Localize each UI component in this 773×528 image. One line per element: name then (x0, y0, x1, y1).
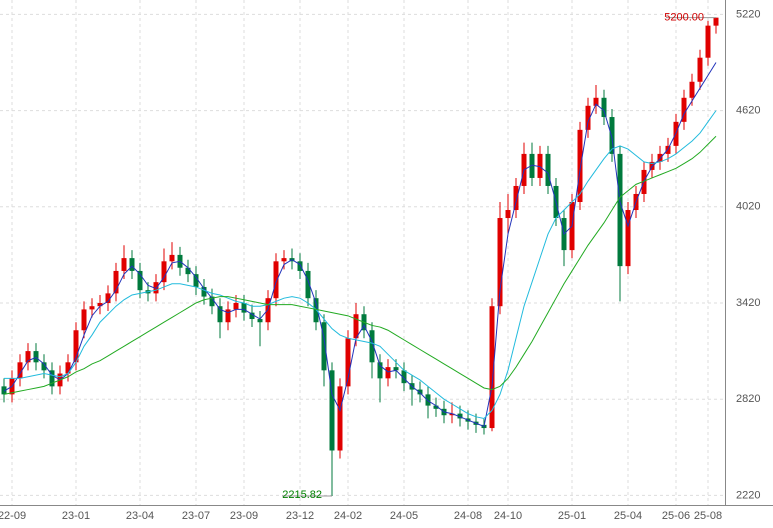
candle-body (657, 153, 663, 162)
candle-body (585, 105, 591, 130)
candle-body (369, 330, 375, 363)
candle-body (593, 97, 599, 106)
x-tick-label: 25-04 (614, 510, 642, 522)
x-tick-label: 23-01 (62, 510, 90, 522)
y-tick-label: 5220 (736, 8, 760, 20)
candle-body (169, 254, 175, 262)
candle-body (161, 261, 167, 283)
y-tick-label: 4620 (736, 105, 760, 117)
candle-body (33, 351, 39, 363)
candle-body (97, 303, 103, 307)
candle-body (489, 306, 495, 429)
candle-body (577, 129, 583, 202)
max-label: 5200.00 (664, 12, 704, 24)
candle-body (105, 293, 111, 303)
candle-body (665, 145, 671, 154)
candle-body (193, 274, 199, 287)
moving-average-line (3, 62, 717, 428)
x-tick-label: 23-09 (230, 510, 258, 522)
x-tick-label: 25-08 (694, 510, 722, 522)
x-tick-label: 24-08 (454, 510, 482, 522)
candle-body (305, 270, 311, 299)
candle-body (321, 322, 327, 371)
x-tick-label: 23-04 (126, 510, 154, 522)
candle-body (81, 309, 87, 331)
candle-body (49, 370, 55, 387)
candle-body (217, 306, 223, 323)
candle-body (545, 153, 551, 186)
candle-body (625, 210, 631, 267)
candle-body (329, 370, 335, 451)
candle-body (233, 303, 239, 310)
candle-body (257, 319, 263, 323)
candle-body (353, 314, 359, 339)
candle-body (433, 405, 439, 409)
candle-body (41, 362, 47, 371)
candle-body (265, 298, 271, 323)
candle-body (425, 394, 431, 406)
candle-body (17, 362, 23, 379)
candle-body (457, 413, 463, 419)
x-tick-label: 24-02 (334, 510, 362, 522)
candle-body (497, 218, 503, 307)
candle-body (89, 306, 95, 310)
candle-body (297, 261, 303, 271)
moving-average-line (4, 110, 717, 419)
candle-body (513, 185, 519, 211)
candle-body (137, 270, 143, 291)
candle-body (609, 117, 615, 154)
x-tick-label: 22-09 (0, 510, 26, 522)
candle-body (377, 362, 383, 379)
candle-body (505, 210, 511, 219)
y-tick-label: 2220 (736, 489, 760, 501)
candle-body (337, 386, 343, 451)
x-tick-label: 25-01 (558, 510, 586, 522)
candle-body (313, 298, 319, 323)
x-tick-label: 23-07 (182, 510, 210, 522)
candle-body (25, 351, 31, 363)
candle-body (529, 153, 535, 178)
candle-body (417, 389, 423, 395)
candle-body (393, 367, 399, 371)
x-tick-label: 24-05 (390, 510, 418, 522)
min-label: 2215.82 (282, 489, 322, 501)
candle-body (249, 312, 255, 320)
candle-body (73, 330, 79, 363)
candle-body (537, 153, 543, 178)
candle-body (449, 413, 455, 416)
candle-body (689, 81, 695, 98)
candle-body (1, 386, 7, 395)
y-tick-label: 4020 (736, 201, 760, 213)
x-tick-label: 24-10 (494, 510, 522, 522)
x-tick-label: 23-12 (286, 510, 314, 522)
candle-body (617, 153, 623, 267)
candle-body (705, 25, 711, 58)
candle-body (209, 296, 215, 307)
candle-body (185, 267, 191, 275)
candle-body (385, 367, 391, 379)
candle-body (65, 362, 71, 374)
y-tick-label: 3420 (736, 297, 760, 309)
candle-body (345, 338, 351, 387)
candle-body (241, 303, 247, 313)
candle-body (121, 258, 127, 271)
candle-body (225, 309, 231, 323)
moving-average-line (3, 135, 717, 395)
candle-body (681, 97, 687, 122)
candle-body (401, 370, 407, 384)
x-tick-label: 25-06 (662, 510, 690, 522)
candle-body (129, 258, 135, 271)
candle-body (273, 261, 279, 299)
candle-body (601, 97, 607, 118)
candle-body (697, 57, 703, 82)
candle-body (281, 258, 287, 262)
y-tick-label: 2820 (736, 393, 760, 405)
candle-body (201, 286, 207, 297)
candle-body (649, 161, 655, 170)
candle-body (113, 270, 119, 294)
candle-body (713, 17, 719, 26)
